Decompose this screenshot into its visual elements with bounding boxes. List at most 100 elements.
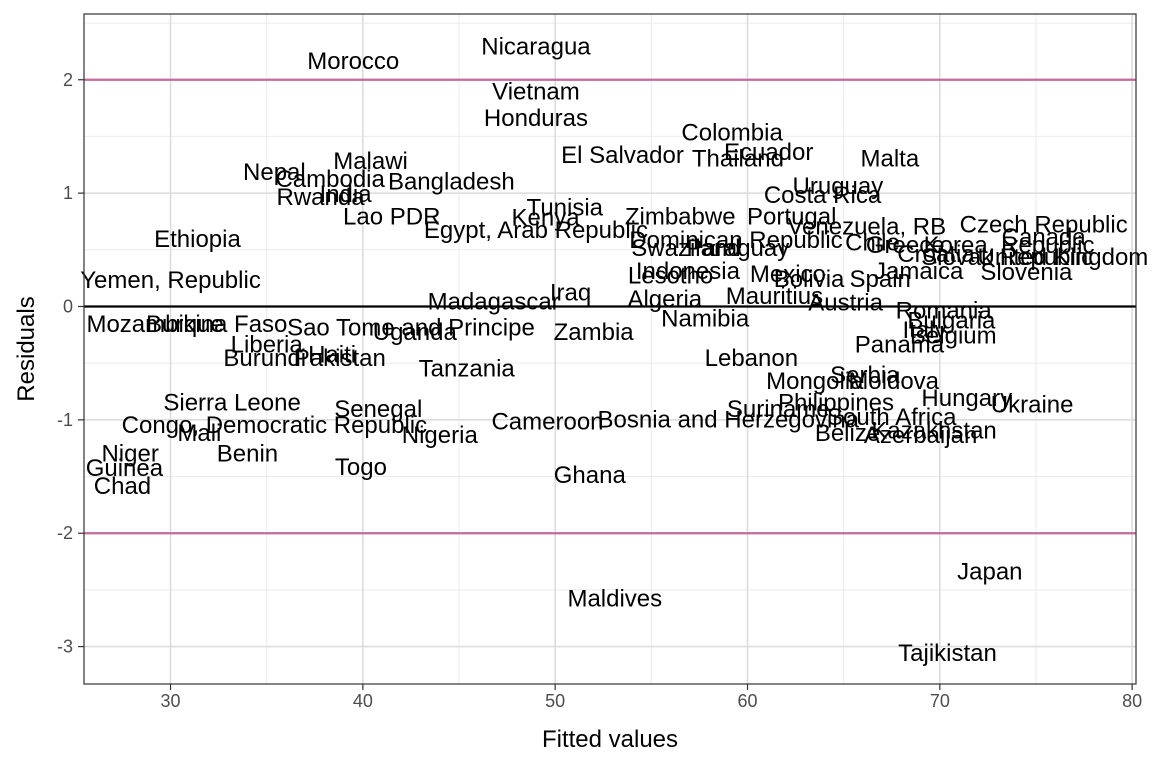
- y-axis-title: Residuals: [13, 296, 40, 401]
- point-label: Congo, Democratic Republic: [122, 412, 427, 439]
- point-label: Belize: [815, 420, 880, 447]
- y-tick-label: 0: [63, 296, 73, 316]
- point-label: Senegal: [334, 396, 422, 423]
- point-label: Egypt, Arab Republic: [424, 217, 648, 244]
- point-label: India: [320, 181, 373, 208]
- point-label: Tunisia: [527, 194, 604, 221]
- point-label: Ukraine: [991, 392, 1074, 419]
- point-label: Cambodia: [275, 166, 385, 193]
- point-label: Hungary: [921, 385, 1012, 412]
- point-label: Costa Rica: [764, 182, 882, 209]
- point-label: Tajikistan: [898, 640, 997, 667]
- point-label: Swaziland: [631, 235, 740, 262]
- point-label: El Salvador: [561, 142, 684, 169]
- point-label: Haiti: [308, 342, 356, 369]
- point-label: Kazakhstan: [871, 418, 996, 445]
- point-label: Malawi: [333, 148, 408, 175]
- point-label: Burkina Faso: [146, 311, 287, 338]
- panel-border: [83, 13, 1137, 685]
- point-label: Uruguay: [793, 173, 884, 200]
- point-label: Mongolia: [766, 368, 864, 395]
- point-label: Spain: [850, 266, 911, 293]
- point-label: Madagascar: [428, 288, 560, 315]
- x-axis: 30 40 50 60 70 80: [161, 684, 1142, 711]
- point-label: Thailand: [692, 146, 784, 173]
- point-label: Togo: [335, 454, 387, 481]
- point-label: Lebanon: [705, 345, 798, 372]
- point-label: Ecuador: [724, 139, 813, 166]
- point-label: Malta: [860, 146, 919, 173]
- x-axis-title: Fitted values: [542, 726, 678, 753]
- point-label: Greece: [866, 232, 945, 259]
- y-axis: -3 -2 -1 0 1 2: [57, 70, 84, 657]
- point-label: Namibia: [661, 305, 750, 332]
- x-tick-label: 70: [930, 691, 950, 711]
- point-label: Portugal: [747, 203, 836, 230]
- point-label: Maldives: [567, 585, 662, 612]
- point-label: Bolivia: [774, 266, 845, 293]
- point-label: South Africa: [827, 404, 957, 431]
- point-label: Honduras: [484, 105, 588, 132]
- point-label: Nicaragua: [481, 33, 591, 60]
- point-label: Mauritius: [726, 283, 823, 310]
- point-label: Japan: [957, 558, 1022, 585]
- point-label: Suriname: [727, 396, 830, 423]
- point-label: Cameroon: [491, 409, 603, 436]
- point-label: Chile: [845, 230, 900, 257]
- point-label: Panama: [855, 332, 945, 359]
- point-label: Colombia: [681, 120, 783, 147]
- point-label: Uganda: [373, 319, 458, 346]
- point-label: Lesotho: [628, 262, 713, 289]
- reference-lines: [84, 78, 1136, 535]
- point-labels: NicaraguaMoroccoVietnamHondurasColombiaE…: [80, 33, 1148, 667]
- x-tick-label: 40: [353, 691, 373, 711]
- point-label: Yemen, Republic: [80, 267, 261, 294]
- point-label: Azerbaijan: [864, 422, 977, 449]
- point-label: Burundi: [223, 345, 306, 372]
- minor-gridlines: [84, 14, 1136, 684]
- point-label: Zimbabwe: [625, 203, 736, 230]
- point-label: Benin: [217, 440, 278, 467]
- point-label: Indonesia: [636, 258, 741, 285]
- x-tick-label: 30: [161, 691, 181, 711]
- point-label: Ethiopia: [154, 226, 241, 253]
- point-label: Chad: [94, 473, 151, 500]
- point-label: Jamaica: [874, 258, 964, 285]
- point-label: Mexico: [750, 261, 826, 288]
- point-label: Lao PDR: [343, 203, 440, 230]
- x-tick-label: 80: [1122, 691, 1142, 711]
- point-label: Nepal: [243, 159, 306, 186]
- point-label: Sao Tome and Principe: [287, 315, 535, 342]
- y-tick-label: -2: [57, 523, 73, 543]
- point-label: Pakistan: [294, 345, 386, 372]
- point-label: Italy: [902, 317, 946, 344]
- point-label: Tanzania: [419, 355, 516, 382]
- point-label: Czech Republic: [960, 211, 1128, 238]
- point-label: Belgium: [910, 322, 997, 349]
- point-label: Croatia: [897, 241, 975, 268]
- point-label: Austria: [808, 290, 883, 317]
- point-label: Nigeria: [402, 422, 479, 449]
- point-label: Mali: [177, 420, 221, 447]
- x-tick-label: 60: [737, 691, 757, 711]
- point-label: Philippines: [778, 389, 894, 416]
- point-label: Venezuela, RB: [787, 214, 946, 241]
- point-label: Vietnam: [492, 79, 580, 106]
- panel-background: [84, 14, 1136, 684]
- point-label: Dominican Republic: [629, 227, 842, 254]
- point-label: Slovak Republic: [921, 244, 1093, 271]
- point-label: Romania: [896, 298, 993, 325]
- point-label: Ghana: [554, 462, 627, 489]
- point-label: Kenya: [512, 205, 581, 232]
- point-label: Morocco: [307, 48, 399, 75]
- point-label: Bangladesh: [388, 168, 515, 195]
- point-label: Bosnia and Herzegovina: [598, 406, 860, 433]
- point-label: Iraq: [550, 279, 591, 306]
- point-label: Korea, Republic: [924, 232, 1095, 259]
- point-label: Paraguay: [687, 235, 790, 262]
- point-label: Slovenia: [980, 259, 1073, 286]
- point-label: Rwanda: [277, 184, 366, 211]
- point-label: Guinea: [86, 455, 164, 482]
- y-tick-label: 2: [63, 70, 73, 90]
